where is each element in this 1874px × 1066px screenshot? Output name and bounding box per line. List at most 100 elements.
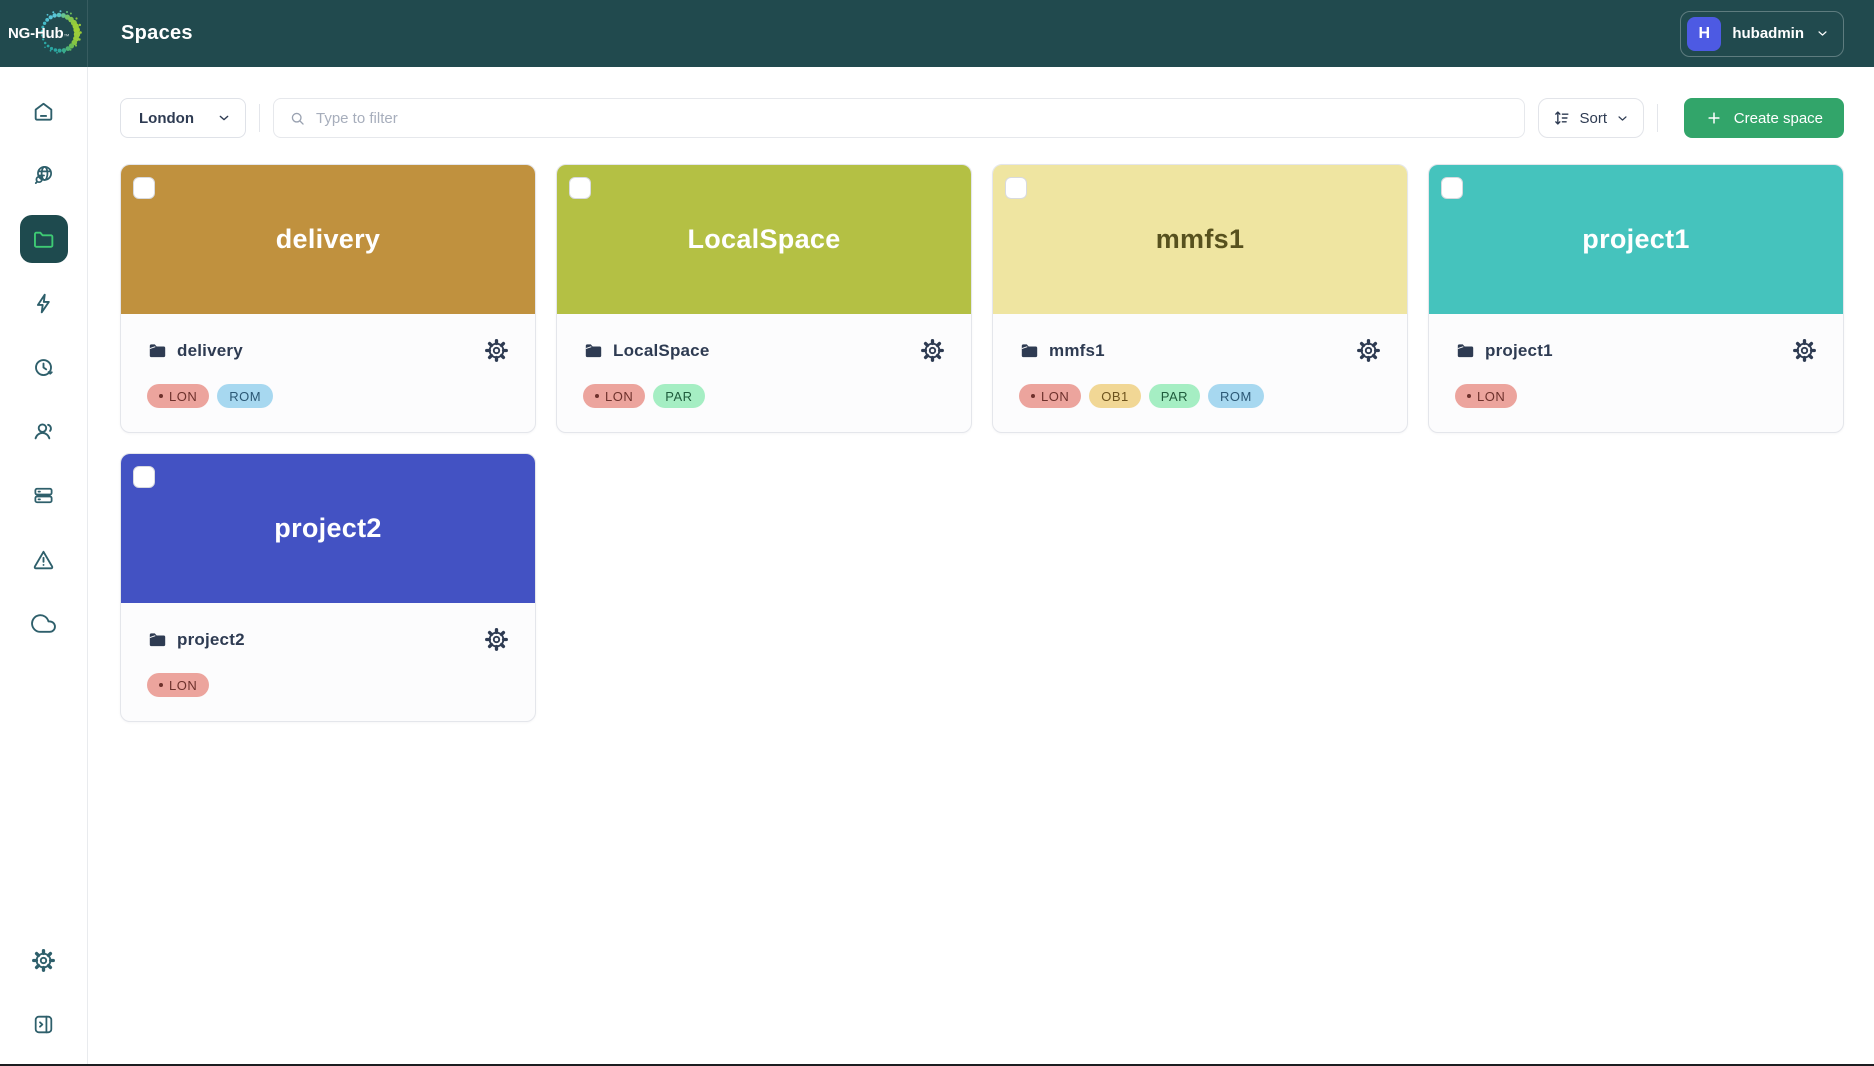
gear-icon — [1356, 338, 1381, 363]
space-select-checkbox[interactable] — [569, 177, 591, 199]
chevron-down-icon — [216, 110, 232, 126]
toolbar: London Sort Create space — [120, 98, 1844, 138]
sort-label: Sort — [1579, 109, 1608, 127]
tag-label: ROM — [229, 388, 262, 404]
app-logo[interactable]: NG-Hub™ — [0, 0, 88, 67]
tag-pill-rom[interactable]: ROM — [1208, 384, 1264, 408]
sidebar-item-servers[interactable] — [20, 471, 68, 519]
user-name: hubadmin — [1732, 25, 1804, 42]
tag-pill-lon[interactable]: LON — [147, 673, 210, 697]
spaces-grid: delivery delivery LON ROM LocalSpace Lo — [120, 164, 1844, 722]
space-card-banner[interactable]: project1 — [1429, 165, 1843, 314]
space-settings-button[interactable] — [484, 627, 509, 652]
tag-pill-lon[interactable]: LON — [147, 384, 210, 408]
user-menu[interactable]: H hubadmin — [1680, 10, 1844, 57]
create-space-button[interactable]: Create space — [1683, 98, 1844, 138]
chevron-down-icon — [1815, 26, 1830, 41]
space-settings-button[interactable] — [1356, 338, 1381, 363]
sidebar-item-actions[interactable] — [20, 279, 68, 327]
tag-dot — [1467, 394, 1471, 398]
toolbar-divider — [259, 104, 260, 132]
sidebar-item-cloud[interactable] — [20, 599, 68, 647]
home-icon — [31, 99, 56, 124]
tag-pill-ob1[interactable]: OB1 — [1089, 384, 1141, 408]
sidebar-item-collapse[interactable] — [20, 1000, 68, 1048]
space-select-checkbox[interactable] — [1005, 177, 1027, 199]
sidebar-item-settings[interactable] — [20, 936, 68, 984]
space-card-body: delivery LON ROM — [121, 314, 535, 408]
space-tags: LON ROM — [147, 384, 509, 408]
space-card-delivery[interactable]: delivery delivery LON ROM — [120, 164, 536, 433]
clock-history-icon — [31, 355, 56, 380]
space-select-checkbox[interactable] — [133, 466, 155, 488]
sidebar-item-discovery[interactable] — [20, 151, 68, 199]
plus-icon — [1705, 109, 1723, 127]
space-select-checkbox[interactable] — [1441, 177, 1463, 199]
space-banner-title: mmfs1 — [1155, 224, 1245, 254]
logo-dots-icon — [40, 10, 82, 54]
space-card-banner[interactable]: LocalSpace — [557, 165, 971, 314]
avatar: H — [1687, 16, 1722, 51]
folder-icon — [147, 340, 168, 361]
panel-collapse-icon — [31, 1012, 56, 1037]
space-tags: LON PAR — [583, 384, 945, 408]
space-tags: LON OB1 PAR ROM — [1019, 384, 1381, 408]
space-card-banner[interactable]: mmfs1 — [993, 165, 1407, 314]
servers-icon — [31, 483, 56, 508]
folder-icon — [147, 629, 168, 650]
tag-pill-par[interactable]: PAR — [653, 384, 705, 408]
space-card-body: mmfs1 LON OB1 PAR ROM — [993, 314, 1407, 408]
zap-icon — [31, 291, 56, 316]
space-card-banner[interactable]: delivery — [121, 165, 535, 314]
search-input[interactable] — [316, 109, 1510, 127]
gear-icon — [484, 627, 509, 652]
space-settings-button[interactable] — [1792, 338, 1817, 363]
site-filter-value: London — [139, 109, 194, 127]
tag-pill-par[interactable]: PAR — [1148, 384, 1201, 408]
tag-pill-lon[interactable]: LON — [583, 384, 646, 408]
search-box — [273, 98, 1525, 138]
search-icon — [288, 109, 307, 128]
tag-dot — [1031, 394, 1035, 398]
space-card-LocalSpace[interactable]: LocalSpace LocalSpace LON PAR — [556, 164, 972, 433]
sidebar-item-home[interactable] — [20, 87, 68, 135]
alert-triangle-icon — [31, 547, 56, 572]
space-settings-button[interactable] — [920, 338, 945, 363]
cloud-icon — [31, 611, 56, 636]
gear-icon — [1792, 338, 1817, 363]
space-select-checkbox[interactable] — [133, 177, 155, 199]
sidebar-footer — [20, 936, 68, 1066]
site-filter-select[interactable]: London — [120, 98, 246, 138]
tag-label: LON — [169, 388, 198, 404]
space-banner-title: project2 — [274, 513, 382, 543]
app-header: NG-Hub™ Spaces H hubadmin — [0, 0, 1874, 67]
tag-dot — [595, 394, 599, 398]
sidebar-item-spaces[interactable] — [19, 215, 68, 263]
window-bottom-edge — [0, 1064, 1874, 1066]
tag-dot — [159, 683, 163, 687]
space-card-project1[interactable]: project1 project1 LON — [1428, 164, 1844, 433]
sort-button[interactable]: Sort — [1537, 98, 1644, 138]
tag-pill-rom[interactable]: ROM — [217, 384, 274, 408]
space-name: LocalSpace — [613, 340, 710, 360]
space-card-mmfs1[interactable]: mmfs1 mmfs1 LON OB1 PAR ROM — [992, 164, 1408, 433]
sidebar-item-alerts[interactable] — [20, 535, 68, 583]
tag-label: LON — [605, 388, 634, 404]
space-card-project2[interactable]: project2 project2 LON — [120, 453, 536, 722]
space-name: mmfs1 — [1049, 340, 1105, 360]
sidebar-item-history[interactable] — [20, 343, 68, 391]
space-name: project2 — [177, 629, 245, 649]
gear-icon — [920, 338, 945, 363]
tag-pill-lon[interactable]: LON — [1019, 384, 1082, 408]
space-settings-button[interactable] — [484, 338, 509, 363]
page-title: Spaces — [121, 22, 193, 44]
space-name: project1 — [1485, 340, 1553, 360]
tag-label: PAR — [665, 388, 693, 404]
space-card-banner[interactable]: project2 — [121, 454, 535, 603]
folder-icon — [1019, 340, 1040, 361]
tag-pill-lon[interactable]: LON — [1455, 384, 1518, 408]
create-space-label: Create space — [1733, 109, 1823, 127]
logo-text: NG-Hub™ — [8, 25, 70, 42]
sidebar-item-users[interactable] — [20, 407, 68, 455]
space-tags: LON — [1455, 384, 1817, 408]
